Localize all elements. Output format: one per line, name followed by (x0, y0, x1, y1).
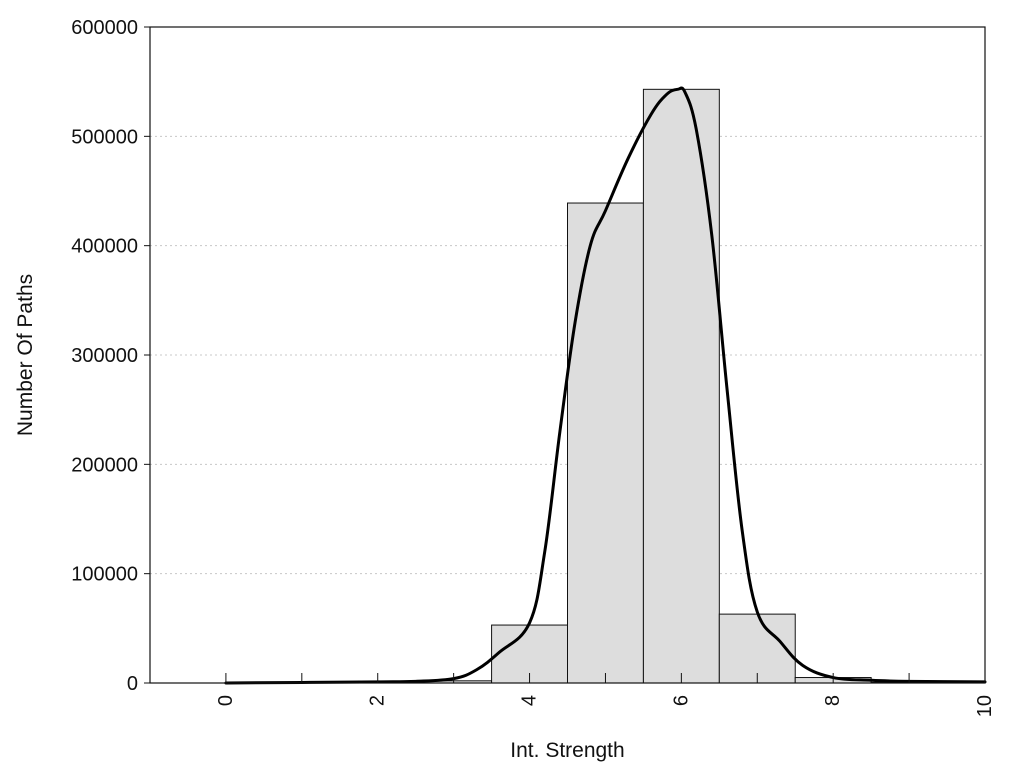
y-tick-label: 600000 (71, 17, 138, 39)
x-tick-label: 2 (367, 695, 389, 706)
x-axis-title: Int. Strength (510, 739, 624, 762)
density-curve (224, 86, 987, 685)
x-tick-label: 8 (822, 695, 844, 706)
y-tick-label: 200000 (71, 454, 138, 476)
x-tick-label: 10 (974, 695, 996, 717)
y-tick-label: 0 (127, 673, 138, 695)
x-tick-label: 0 (215, 695, 237, 706)
histogram-bars (339, 88, 948, 684)
y-axis-title: Number Of Paths (14, 274, 37, 436)
x-axis: 0 2 4 6 8 10 (149, 673, 996, 717)
y-tick-label: 100000 (71, 564, 138, 586)
y-tick-label: 400000 (71, 236, 138, 258)
histogram-bar (567, 202, 644, 684)
y-tick-label: 500000 (71, 126, 138, 148)
x-tick-label: 4 (519, 695, 541, 706)
grid-lines (150, 135, 985, 575)
y-tick-label: 300000 (71, 345, 138, 367)
x-tick-label: 6 (670, 695, 692, 706)
histogram-bar (642, 88, 720, 684)
histogram-bar (718, 613, 796, 684)
y-axis: 0 100000 200000 300000 400000 500000 600000 (71, 17, 150, 695)
